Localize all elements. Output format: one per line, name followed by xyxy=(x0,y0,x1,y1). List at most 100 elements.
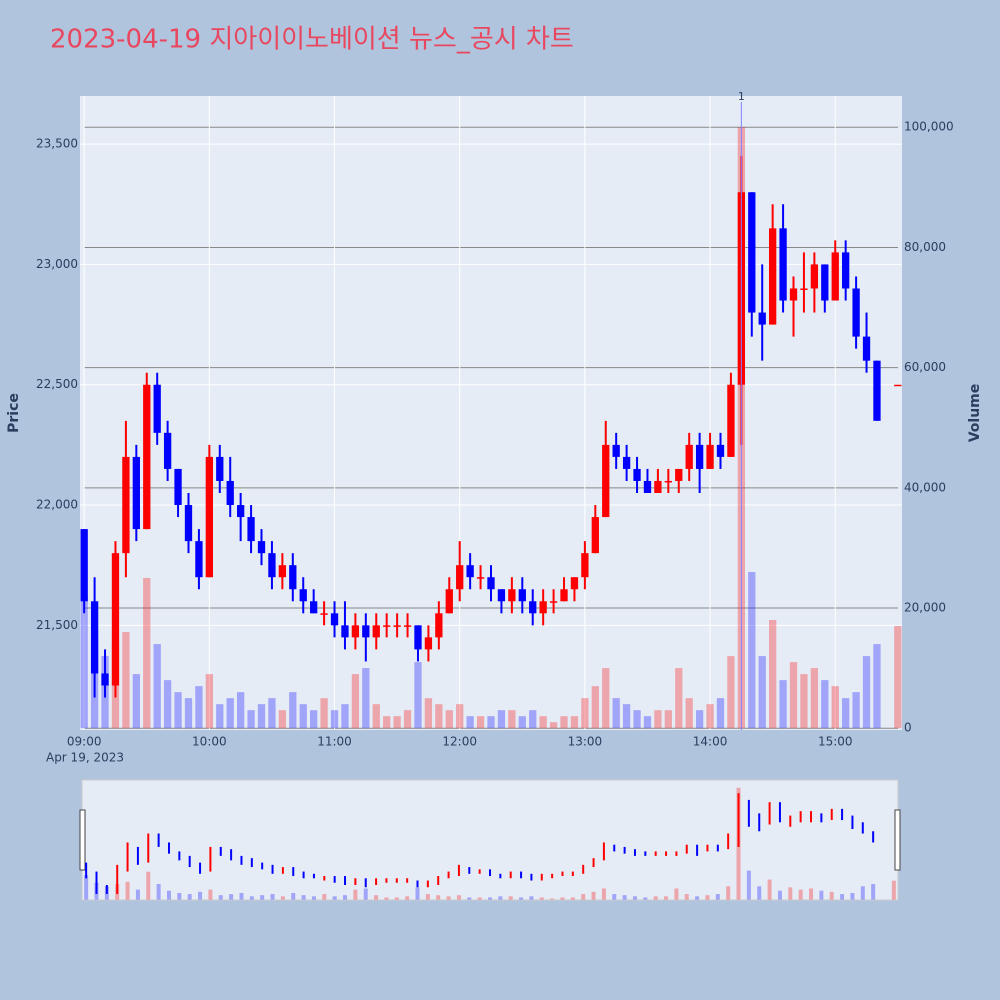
candle-body xyxy=(800,288,808,290)
volume-bar xyxy=(873,644,881,729)
volume-bar xyxy=(602,668,610,729)
candle-body xyxy=(236,505,245,518)
volume-bar xyxy=(852,692,860,729)
slider-volume-bar xyxy=(384,897,389,900)
candle-body xyxy=(278,565,287,578)
y-tick-label: 22,000 xyxy=(36,498,78,512)
slider-volume-bar xyxy=(488,897,492,900)
volume-bar xyxy=(205,674,214,729)
volume-bar xyxy=(216,704,224,729)
slider-handle[interactable] xyxy=(894,809,901,871)
slider-volume-bar xyxy=(726,886,731,900)
slider-volume-bar xyxy=(270,894,275,900)
candle-body xyxy=(372,625,380,638)
slider-volume-bar xyxy=(425,894,430,900)
volume-bar xyxy=(163,680,172,729)
slider-volume-bar xyxy=(850,892,855,900)
candle-body xyxy=(748,192,756,313)
candle-body xyxy=(403,625,412,627)
slider-volume-bar xyxy=(715,894,720,900)
candle-body xyxy=(299,589,307,602)
candle-body xyxy=(894,384,902,387)
slider-volume-bar xyxy=(322,894,327,900)
range-slider[interactable] xyxy=(81,779,899,901)
candle-body xyxy=(654,480,662,494)
candle-body xyxy=(529,601,537,614)
candle-body xyxy=(602,444,610,518)
volume-bar xyxy=(80,595,88,729)
candle-body xyxy=(727,384,735,457)
slider-volume-bar xyxy=(674,888,679,900)
volume-bar xyxy=(591,686,599,729)
volume-bar xyxy=(372,704,380,729)
slider-volume-bar xyxy=(653,896,658,900)
slider-volume-bar xyxy=(767,879,772,900)
volume-bar xyxy=(643,716,652,729)
candle-body xyxy=(695,444,704,469)
candle-body xyxy=(153,384,161,433)
y2-tick-label: 80,000 xyxy=(904,240,946,254)
volume-bar xyxy=(362,668,370,729)
slider-volume-bar xyxy=(394,897,399,900)
slider-volume-bar xyxy=(156,884,161,900)
volume-bar xyxy=(247,710,255,729)
volume-bar xyxy=(695,710,704,729)
slider-volume-bar xyxy=(498,896,503,900)
candle-body xyxy=(779,228,787,301)
volume-bar xyxy=(226,698,234,729)
slider-volume-bar xyxy=(166,890,171,900)
candle-body xyxy=(821,264,829,301)
candle-body xyxy=(393,625,401,627)
slider-handle[interactable] xyxy=(79,809,86,871)
candle-body xyxy=(622,456,631,469)
volume-bar xyxy=(612,698,620,729)
slider-volume-bar xyxy=(643,897,648,900)
volume-bar xyxy=(487,716,495,729)
volume-bar xyxy=(633,710,641,729)
candle-body xyxy=(330,613,339,626)
volume-bar xyxy=(132,674,140,729)
candle-body xyxy=(675,468,683,481)
slider-volume-bar xyxy=(477,897,482,900)
slider-volume-bar xyxy=(405,896,410,900)
volume-bar xyxy=(768,620,777,729)
volume-bar xyxy=(445,710,453,729)
slider-volume-bar xyxy=(581,894,586,900)
candle-body xyxy=(518,589,526,602)
slider-volume-bar xyxy=(280,896,285,900)
y-tick-label: 23,000 xyxy=(36,257,78,271)
candle-body xyxy=(508,589,516,602)
volume-bar xyxy=(195,686,203,729)
candle-body xyxy=(341,625,349,638)
volume-bar xyxy=(549,722,558,729)
candle-body xyxy=(643,480,652,494)
candle-body xyxy=(445,589,453,614)
slider-volume-bar xyxy=(519,897,524,900)
slider-volume-bar xyxy=(260,895,265,900)
candle-body xyxy=(163,432,172,469)
y2-tick-label: 40,000 xyxy=(904,480,946,494)
slider-volume-bar xyxy=(777,890,782,900)
candle-body xyxy=(216,456,224,481)
annotation: 1 xyxy=(738,90,745,103)
y-tick-label: 22,500 xyxy=(36,377,78,391)
candle-body xyxy=(852,288,860,337)
volume-bar xyxy=(278,710,287,729)
volume-bar xyxy=(518,716,526,729)
slider-volume-bar xyxy=(198,891,203,900)
y-tick-label: 23,500 xyxy=(36,137,78,151)
candle-body xyxy=(612,444,620,457)
candle-body xyxy=(842,252,850,289)
volume-bar xyxy=(727,656,735,729)
y2-tick-label: 20,000 xyxy=(904,601,946,615)
slider-volume-bar xyxy=(550,898,555,900)
volume-bar xyxy=(174,692,182,729)
candle-body xyxy=(664,480,672,483)
volume-bar xyxy=(184,698,193,729)
slider-volume-bar xyxy=(591,891,596,900)
volume-bar xyxy=(143,577,151,729)
volume-bar xyxy=(685,698,693,729)
y-axis-title: Price xyxy=(6,393,22,433)
slider-volume-bar xyxy=(601,888,606,900)
candle-body xyxy=(132,456,140,530)
